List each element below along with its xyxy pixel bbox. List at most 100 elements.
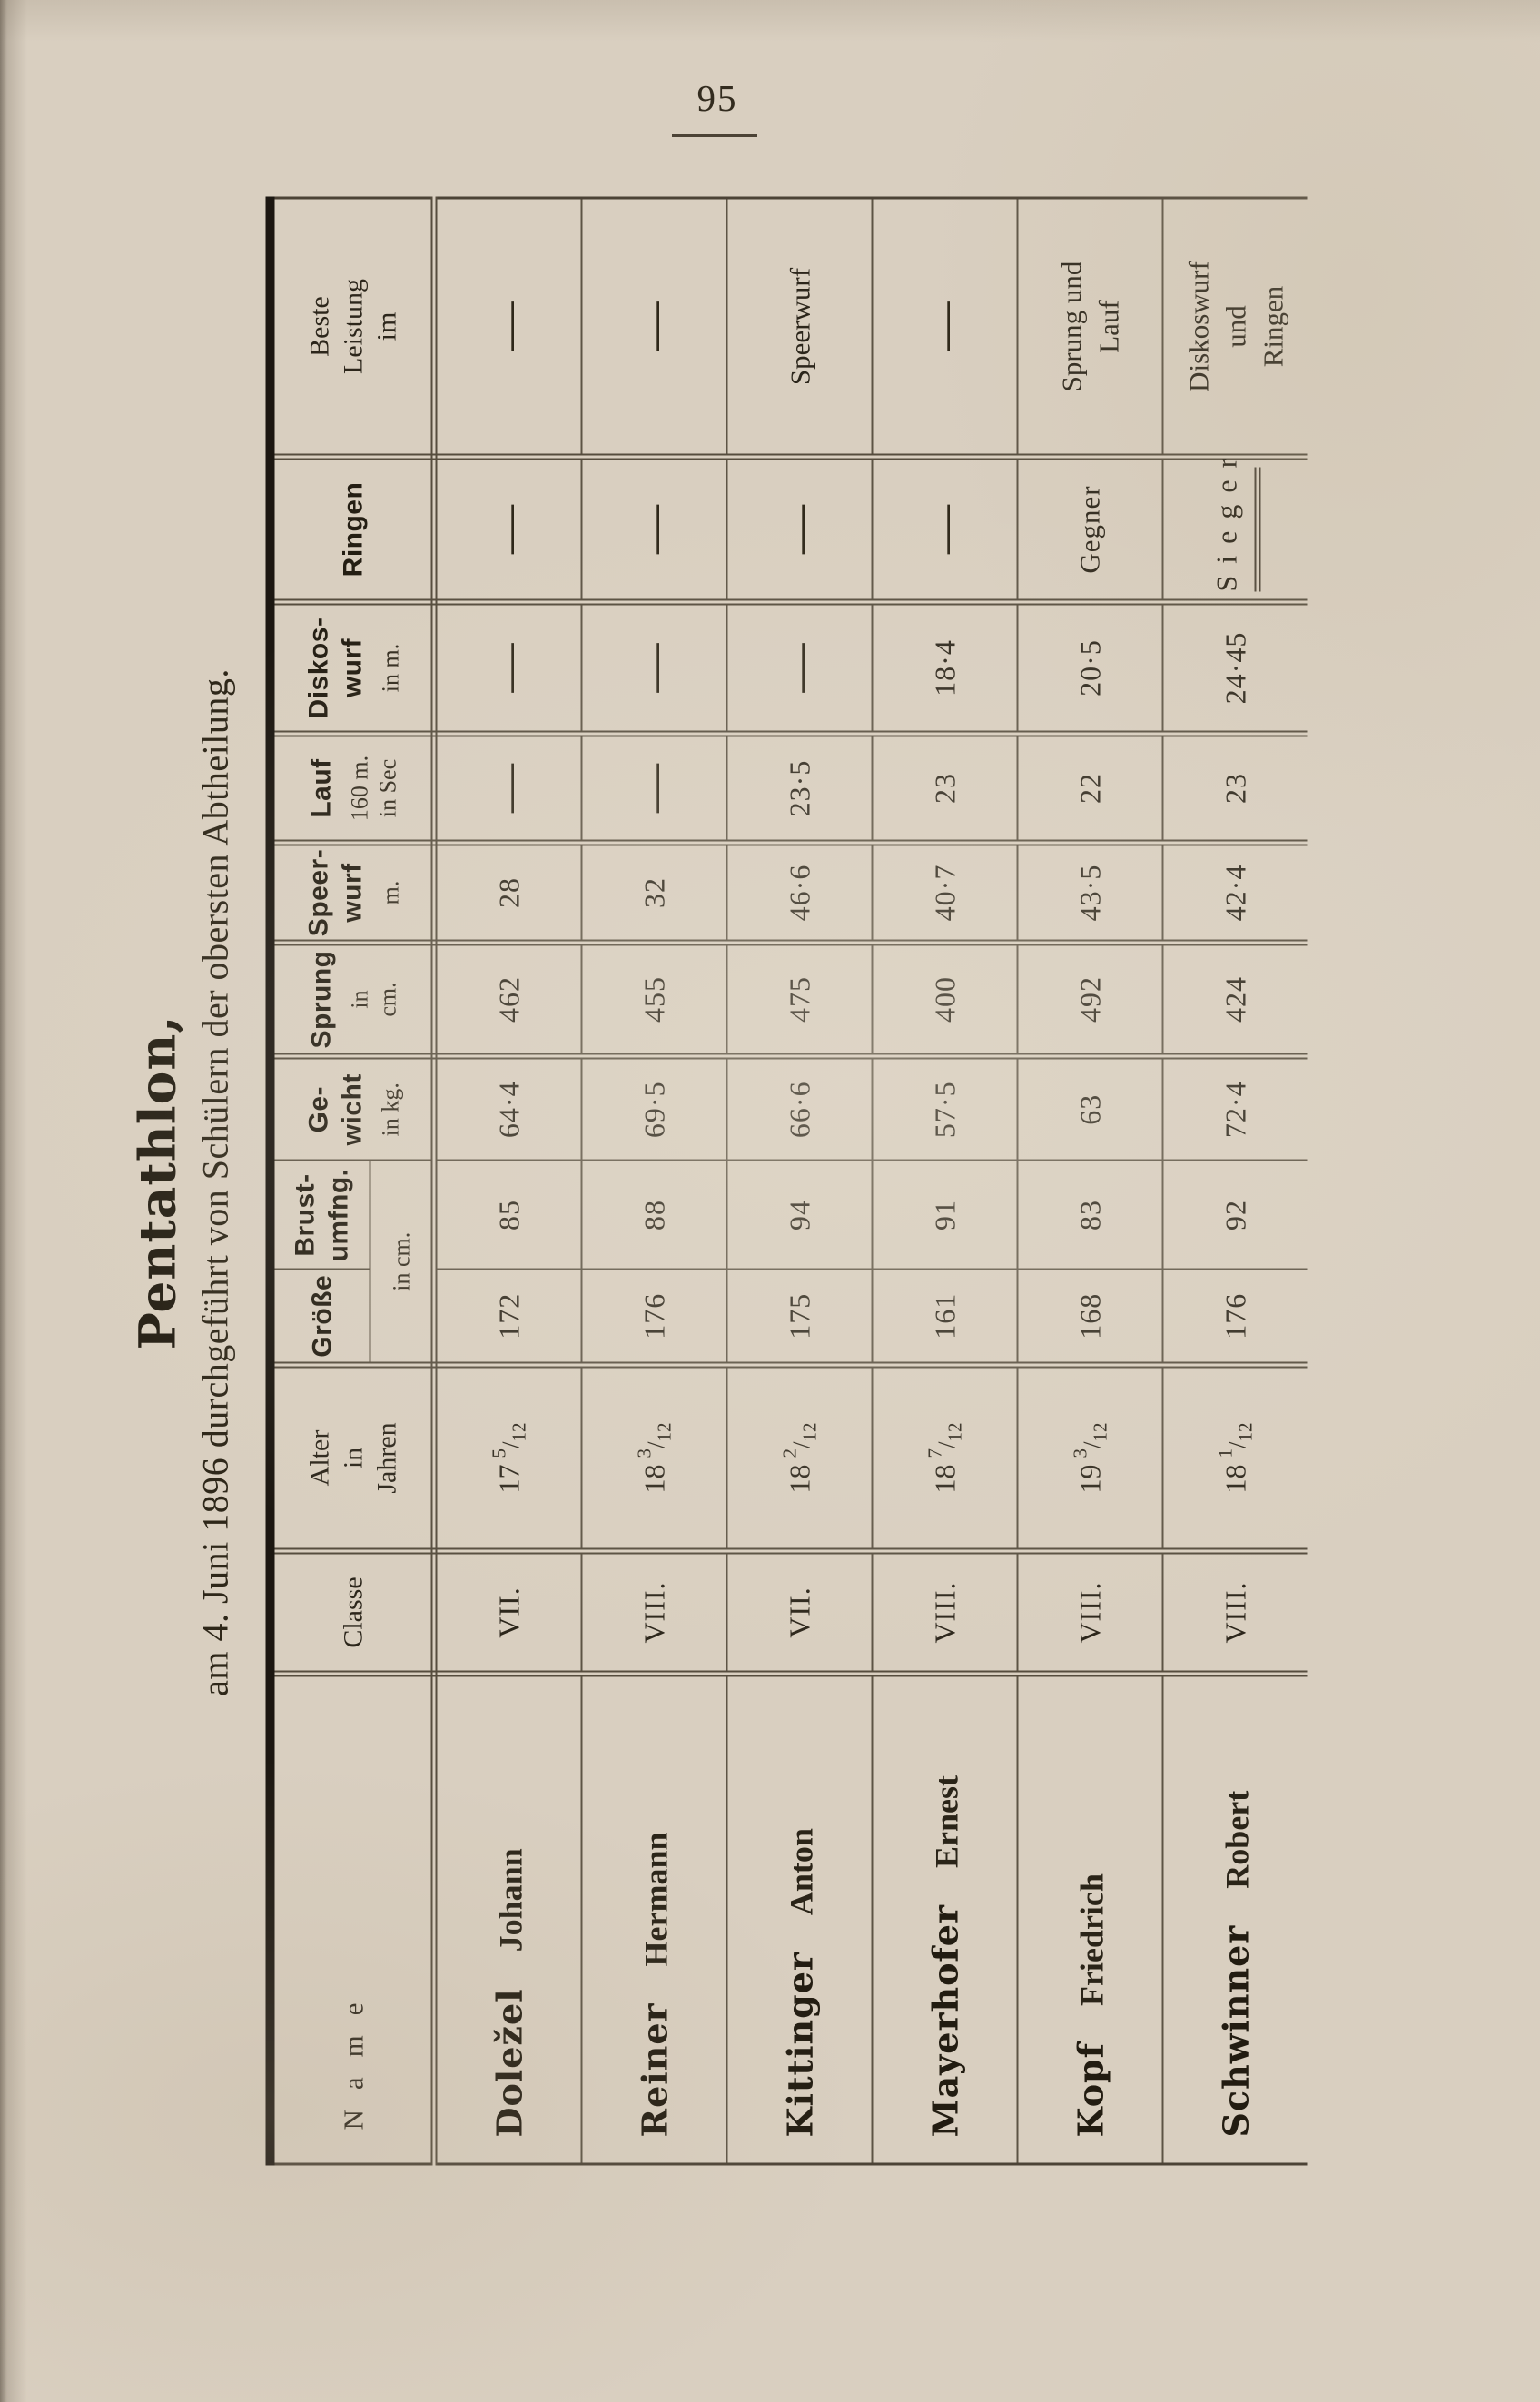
best-event-line: Ringen bbox=[1257, 285, 1288, 368]
cell-classe: VII. bbox=[726, 1551, 873, 1674]
pentathlon-table: Name Classe Alter in Jahren Größe Brust-… bbox=[265, 196, 1308, 2166]
cell-groesse: 172 bbox=[434, 1270, 582, 1365]
cell-diskoswurf: 24·45 bbox=[1162, 602, 1308, 734]
header-line: Diskos- bbox=[303, 617, 333, 719]
athlete-row-reiner: Reiner Hermann VIII. 18 3/12 176 88 69·5 4… bbox=[581, 198, 727, 2164]
age-fraction-numerator: 7 bbox=[923, 1448, 945, 1458]
cell-sprung: 424 bbox=[1162, 943, 1308, 1056]
col-header-ringen: Ringen bbox=[270, 457, 434, 602]
best-event-line: Diskoswurf bbox=[1182, 261, 1214, 392]
no-entry-dash: — bbox=[480, 505, 535, 554]
cell-groesse: 175 bbox=[726, 1270, 873, 1365]
cell-diskoswurf: — bbox=[726, 602, 873, 734]
cell-classe: VIII. bbox=[872, 1551, 1018, 1674]
header-line: Alter bbox=[304, 1429, 334, 1487]
col-header-brustumfang: Brust- umfng. bbox=[270, 1161, 370, 1270]
cell-classe: VII. bbox=[434, 1551, 582, 1674]
age-years: 18 bbox=[928, 1464, 961, 1494]
cell-diskoswurf: 18·4 bbox=[872, 602, 1018, 734]
cell-lauf: 23 bbox=[872, 734, 1018, 843]
cell-name: Kopf Friedrich bbox=[1017, 1674, 1163, 2164]
no-entry-dash: — bbox=[916, 301, 971, 351]
col-header-diskoswurf: Diskos- wurf in m. bbox=[270, 602, 434, 734]
age-fraction-denominator: 12 bbox=[653, 1422, 675, 1442]
header-row: Name Classe Alter in Jahren Größe Brust-… bbox=[270, 198, 434, 2164]
header-unit: in m. bbox=[377, 643, 403, 693]
cell-sprung: 492 bbox=[1017, 943, 1163, 1056]
col-header-sprung: Sprung in cm. bbox=[270, 943, 434, 1056]
cell-brustumfang: 94 bbox=[726, 1161, 873, 1270]
wrestling-result: Gegner bbox=[1073, 485, 1106, 574]
header-unit: in kg. bbox=[377, 1082, 403, 1137]
page-number-rule bbox=[672, 134, 757, 137]
header-line: Leistung bbox=[338, 279, 368, 374]
cell-ringen: — bbox=[434, 457, 582, 602]
cell-alter: 18 1/12 bbox=[1162, 1365, 1308, 1551]
best-event-line: Lauf bbox=[1092, 300, 1125, 353]
cell-gewicht: 69·5 bbox=[581, 1056, 727, 1161]
cell-sprung: 400 bbox=[872, 943, 1018, 1056]
header-unit: cm. bbox=[374, 982, 400, 1017]
cell-beste-leistung: Speerwurf bbox=[726, 198, 873, 457]
age-fraction-denominator: 12 bbox=[1089, 1422, 1111, 1442]
col-header-lauf: Lauf 160 m. in Sec bbox=[270, 734, 434, 843]
header-unit: in Sec bbox=[374, 758, 400, 818]
athlete-surname: Mayerhofer bbox=[924, 1904, 965, 2138]
cell-alter: 18 2/12 bbox=[726, 1365, 873, 1551]
age-years: 17 bbox=[492, 1464, 525, 1494]
cell-groesse: 176 bbox=[1162, 1270, 1308, 1365]
fraction-slash: / bbox=[1223, 1441, 1250, 1449]
col-header-alter: Alter in Jahren bbox=[270, 1365, 434, 1551]
header-line: umfng. bbox=[323, 1168, 354, 1262]
athlete-surname: Schwinner bbox=[1215, 1924, 1256, 2138]
cell-diskoswurf: — bbox=[434, 602, 582, 734]
header-line: Brust- bbox=[290, 1173, 321, 1257]
athlete-firstname: Johann bbox=[492, 1848, 528, 1952]
cell-beste-leistung: Sprung und Lauf bbox=[1017, 198, 1163, 457]
athlete-firstname: Hermann bbox=[637, 1832, 674, 1967]
age-years: 19 bbox=[1073, 1464, 1106, 1494]
fraction-slash: / bbox=[933, 1441, 960, 1449]
cell-ringen: Sieger bbox=[1162, 447, 1308, 602]
athlete-surname: Reiner bbox=[634, 2002, 675, 2138]
wrestling-winner-underlined: Sieger bbox=[1209, 447, 1261, 592]
fraction-slash: / bbox=[642, 1441, 669, 1449]
no-entry-dash: — bbox=[626, 301, 680, 351]
cell-classe: VIII. bbox=[1162, 1551, 1308, 1674]
age-years: 18 bbox=[1219, 1464, 1251, 1494]
cell-ringen: — bbox=[581, 457, 727, 602]
cell-speerwurf: 32 bbox=[581, 843, 727, 943]
cell-alter: 17 5/12 bbox=[434, 1365, 582, 1551]
header-line: im bbox=[371, 311, 401, 341]
header-line: Speer- bbox=[303, 848, 333, 937]
no-entry-dash: — bbox=[480, 301, 535, 351]
header-line: wurf bbox=[337, 863, 367, 923]
col-header-name: Name bbox=[270, 1674, 434, 2164]
athlete-firstname: Ernest bbox=[928, 1775, 964, 1869]
page-number: 95 bbox=[696, 77, 738, 119]
athlete-firstname: Robert bbox=[1219, 1790, 1255, 1889]
cell-groesse: 161 bbox=[872, 1270, 1018, 1365]
no-entry-dash: — bbox=[626, 643, 680, 693]
cell-groesse: 176 bbox=[581, 1270, 727, 1365]
athlete-row-mayerhofer: Mayerhofer Ernest VIII. 18 7/12 161 91 57·… bbox=[872, 198, 1018, 2164]
cell-name: Kittinger Anton bbox=[726, 1674, 873, 2164]
cell-brustumfang: 85 bbox=[434, 1161, 582, 1270]
age-fraction-denominator: 12 bbox=[943, 1422, 965, 1442]
cell-groesse: 168 bbox=[1017, 1270, 1163, 1365]
cell-gewicht: 66·6 bbox=[726, 1056, 873, 1161]
cell-brustumfang: 92 bbox=[1162, 1161, 1308, 1270]
cell-brustumfang: 91 bbox=[872, 1161, 1018, 1270]
athlete-row-kopf: Kopf Friedrich VIII. 19 3/12 168 83 63 492… bbox=[1017, 198, 1163, 2164]
cell-diskoswurf: — bbox=[581, 602, 727, 734]
cell-speerwurf: 46·6 bbox=[726, 843, 873, 943]
header-line: Ge- bbox=[303, 1086, 333, 1133]
best-event-line: und bbox=[1219, 305, 1251, 348]
header-unit: m. bbox=[377, 880, 403, 905]
cell-brustumfang: 83 bbox=[1017, 1161, 1163, 1270]
col-header-gewicht: Ge- wicht in kg. bbox=[270, 1056, 434, 1161]
cell-speerwurf: 40·7 bbox=[872, 843, 1018, 943]
cell-sprung: 462 bbox=[434, 943, 582, 1056]
athlete-surname: Doležel bbox=[489, 1988, 529, 2138]
